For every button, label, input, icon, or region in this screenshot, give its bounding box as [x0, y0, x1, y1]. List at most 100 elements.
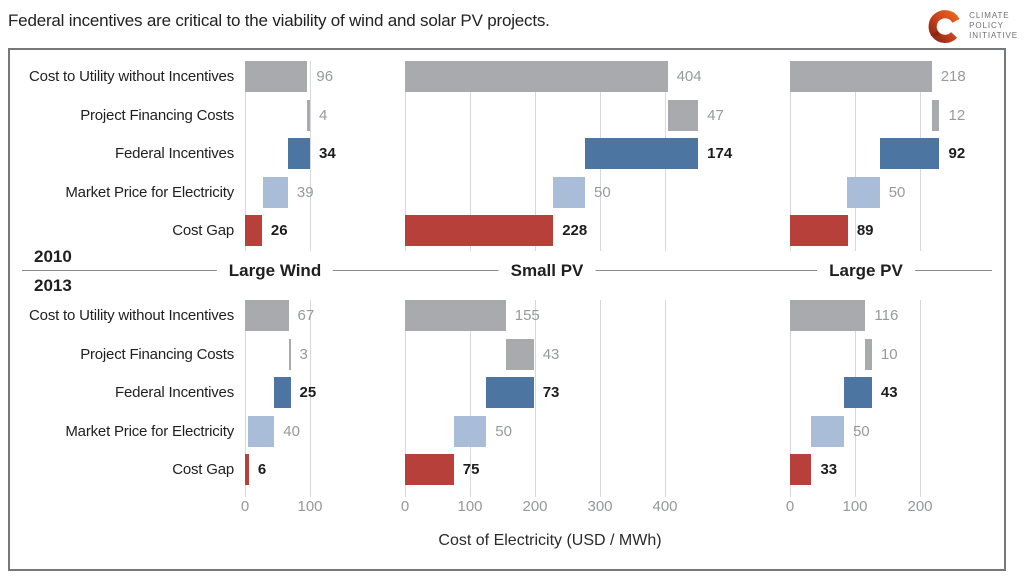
gridline — [600, 300, 601, 497]
x-tick-label: 400 — [652, 498, 678, 515]
value-label: 26 — [270, 222, 288, 239]
federal-incentives-bar — [274, 377, 291, 408]
x-tick-label: 100 — [842, 498, 868, 515]
category-label: Cost to Utility without Incentives — [29, 68, 234, 85]
value-label: 155 — [514, 307, 540, 324]
federal-incentives-bar — [486, 377, 534, 408]
gridline — [665, 300, 666, 497]
x-tick-label: 0 — [240, 498, 250, 515]
value-label: 40 — [283, 422, 300, 440]
x-tick-label: 200 — [907, 498, 933, 515]
category-label: Cost Gap — [172, 461, 234, 478]
cost-to-utility-bar — [405, 300, 506, 331]
logo-line-3: INITIATIVE — [969, 31, 1018, 40]
gridline — [405, 300, 406, 497]
gridline — [245, 61, 246, 251]
category-label: Project Financing Costs — [80, 106, 234, 124]
project-financing-bar — [307, 99, 310, 131]
panel-title: Small PV — [498, 260, 596, 282]
x-tick-label: 0 — [400, 498, 410, 515]
value-label: 116 — [874, 307, 899, 324]
gridline — [310, 61, 311, 251]
value-label: 39 — [296, 183, 314, 201]
category-label: Federal Incentives — [115, 145, 234, 162]
category-label: Market Price for Electricity — [65, 422, 234, 440]
x-tick-label: 100 — [457, 498, 483, 515]
gridline — [535, 300, 536, 497]
value-label: 33 — [820, 461, 838, 478]
federal-incentives-bar — [843, 377, 872, 408]
x-axis-title: Cost of Electricity (USD / MWh) — [438, 532, 662, 549]
value-label: 6 — [257, 461, 267, 478]
value-label: 228 — [562, 222, 588, 239]
logo-text: CLIMATE POLICY INITIATIVE — [969, 11, 1018, 41]
market-price-bar — [248, 415, 275, 447]
value-label: 3 — [299, 345, 308, 363]
project-financing-bar — [931, 99, 940, 131]
value-label: 50 — [888, 183, 906, 201]
gridline — [310, 300, 311, 497]
logo-line-2: POLICY — [969, 21, 1004, 30]
cost-gap-bar — [405, 215, 554, 246]
gridline — [855, 61, 856, 251]
gridline — [790, 300, 791, 497]
x-tick-label: 300 — [587, 498, 613, 515]
chart-frame: 2010 2013 Cost of Electricity (USD / MWh… — [8, 48, 1006, 571]
cost-gap-bar — [790, 215, 848, 246]
value-label: 34 — [319, 145, 336, 162]
market-price-bar — [811, 415, 844, 447]
value-label: 25 — [299, 384, 317, 401]
federal-incentives-bar — [879, 138, 940, 169]
panel-title: Large Wind — [216, 260, 334, 282]
category-label: Project Financing Costs — [80, 345, 234, 363]
x-tick-label: 200 — [522, 498, 548, 515]
panel-title: Large PV — [817, 260, 915, 282]
value-label: 92 — [948, 145, 966, 162]
x-tick-label: 100 — [297, 498, 323, 515]
cost-to-utility-bar — [405, 61, 668, 92]
year-label-2013: 2013 — [34, 276, 72, 295]
market-price-bar — [453, 415, 487, 447]
gridline — [470, 300, 471, 497]
value-label: 96 — [316, 68, 334, 85]
value-label: 404 — [676, 68, 702, 85]
cost-to-utility-bar — [790, 61, 932, 92]
gridline — [535, 61, 536, 251]
gridline — [405, 61, 406, 251]
cost-gap-bar — [245, 215, 262, 246]
gridline — [790, 61, 791, 251]
project-financing-bar — [865, 338, 872, 370]
value-label: 89 — [856, 222, 874, 239]
federal-incentives-bar — [585, 138, 699, 169]
project-financing-bar — [505, 338, 534, 370]
value-label: 47 — [707, 106, 724, 124]
value-label: 218 — [940, 68, 966, 85]
category-label: Cost to Utility without Incentives — [29, 307, 234, 324]
gridline — [470, 61, 471, 251]
climate-policy-initiative-logo: CLIMATE POLICY INITIATIVE — [925, 4, 1018, 48]
project-financing-bar — [288, 338, 291, 370]
gridline — [920, 300, 921, 497]
cost-to-utility-bar — [790, 300, 866, 331]
x-tick-label: 0 — [785, 498, 795, 515]
value-label: 43 — [880, 384, 898, 401]
federal-incentives-bar — [287, 138, 310, 169]
market-price-bar — [262, 176, 288, 208]
value-label: 12 — [948, 106, 966, 124]
value-label: 4 — [319, 106, 328, 124]
value-label: 67 — [297, 307, 315, 324]
value-label: 50 — [852, 422, 870, 440]
cost-to-utility-bar — [245, 300, 289, 331]
cost-gap-bar — [790, 454, 812, 485]
page-title: Federal incentives are critical to the v… — [8, 11, 550, 30]
value-label: 43 — [542, 345, 560, 363]
cpi-swirl-icon — [928, 10, 960, 43]
market-price-bar — [847, 176, 880, 208]
cost-gap-bar — [405, 454, 454, 485]
year-label-2010: 2010 — [34, 247, 72, 266]
cost-gap-bar — [245, 454, 249, 485]
category-label: Market Price for Electricity — [65, 183, 234, 201]
category-label: Cost Gap — [172, 222, 234, 239]
logo-line-1: CLIMATE — [969, 11, 1010, 20]
